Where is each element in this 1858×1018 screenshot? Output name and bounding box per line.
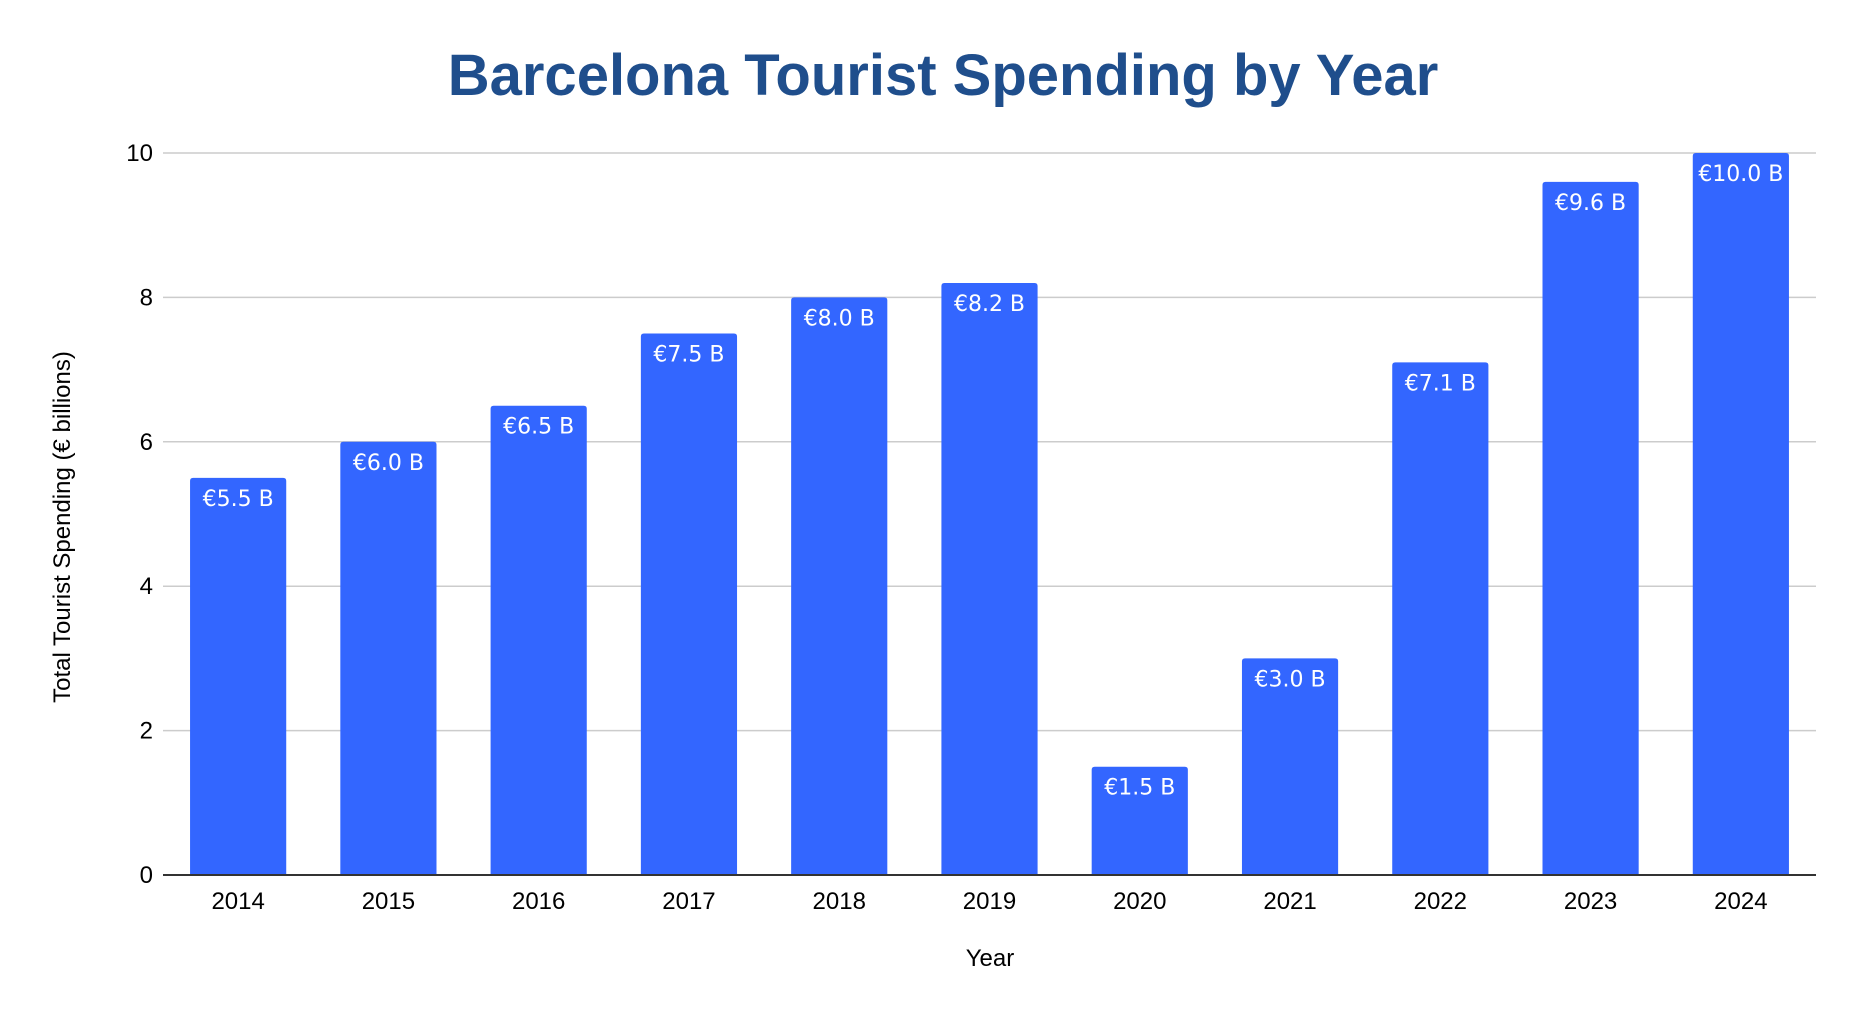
y-tick-label: 0 — [140, 862, 153, 889]
x-tick-label: 2024 — [1714, 888, 1767, 915]
bar-2023 — [1542, 181, 1639, 875]
x-tick-label: 2021 — [1263, 888, 1316, 915]
y-tick-label: 8 — [140, 284, 153, 311]
bar-2014 — [190, 477, 287, 875]
x-axis-label: Year — [966, 945, 1015, 972]
y-tick-label: 6 — [140, 429, 153, 456]
data-label-2019: €8.2 B — [954, 292, 1025, 317]
bar-2018 — [791, 297, 888, 875]
data-label-2023: €9.6 B — [1555, 191, 1626, 216]
x-tick-label: 2022 — [1414, 888, 1467, 915]
chart-title: Barcelona Tourist Spending by Year — [448, 43, 1439, 108]
x-tick-label: 2020 — [1113, 888, 1166, 915]
bar-2021 — [1241, 658, 1339, 875]
x-axis-ticks: 2014 2015 2016 2017 2018 2019 2020 2021 2022 2023… — [211, 888, 1767, 915]
data-label-2016: €6.5 B — [503, 415, 574, 440]
data-label-2021: €3.0 B — [1255, 667, 1326, 692]
y-axis-ticks: 0 2 4 6 8 10 — [126, 140, 153, 889]
bar-2024 — [1692, 153, 1789, 875]
data-label-2014: €5.5 B — [203, 487, 274, 512]
x-tick-label: 2014 — [211, 888, 264, 915]
data-label-2017: €7.5 B — [653, 343, 724, 368]
x-tick-label: 2019 — [963, 888, 1016, 915]
data-label-2018: €8.0 B — [804, 306, 875, 331]
x-tick-label: 2015 — [362, 888, 415, 915]
data-label-2015: €6.0 B — [353, 451, 424, 476]
x-tick-label: 2017 — [662, 888, 715, 915]
data-label-2022: €7.1 B — [1405, 371, 1476, 396]
bar-2022 — [1392, 362, 1489, 875]
data-labels: €5.5 B €6.0 B €6.5 B €7.5 B €8.0 B €8.2 B €1.5… — [203, 162, 1784, 801]
y-tick-label: 10 — [126, 140, 153, 167]
bar-2019 — [941, 282, 1038, 876]
data-label-2024: €10.0 B — [1698, 162, 1783, 187]
x-tick-label: 2023 — [1564, 888, 1617, 915]
y-tick-label: 2 — [140, 718, 153, 745]
bar-2015 — [340, 441, 437, 875]
y-tick-label: 4 — [140, 573, 153, 600]
data-label-2020: €1.5 B — [1104, 776, 1175, 801]
y-axis-label: Total Tourist Spending (€ billions) — [49, 351, 76, 703]
bars — [190, 153, 1789, 876]
x-tick-label: 2016 — [512, 888, 565, 915]
x-tick-label: 2018 — [813, 888, 866, 915]
bar-2020 — [1091, 766, 1188, 875]
bar-2016 — [490, 405, 587, 875]
bar-2017 — [640, 333, 738, 875]
